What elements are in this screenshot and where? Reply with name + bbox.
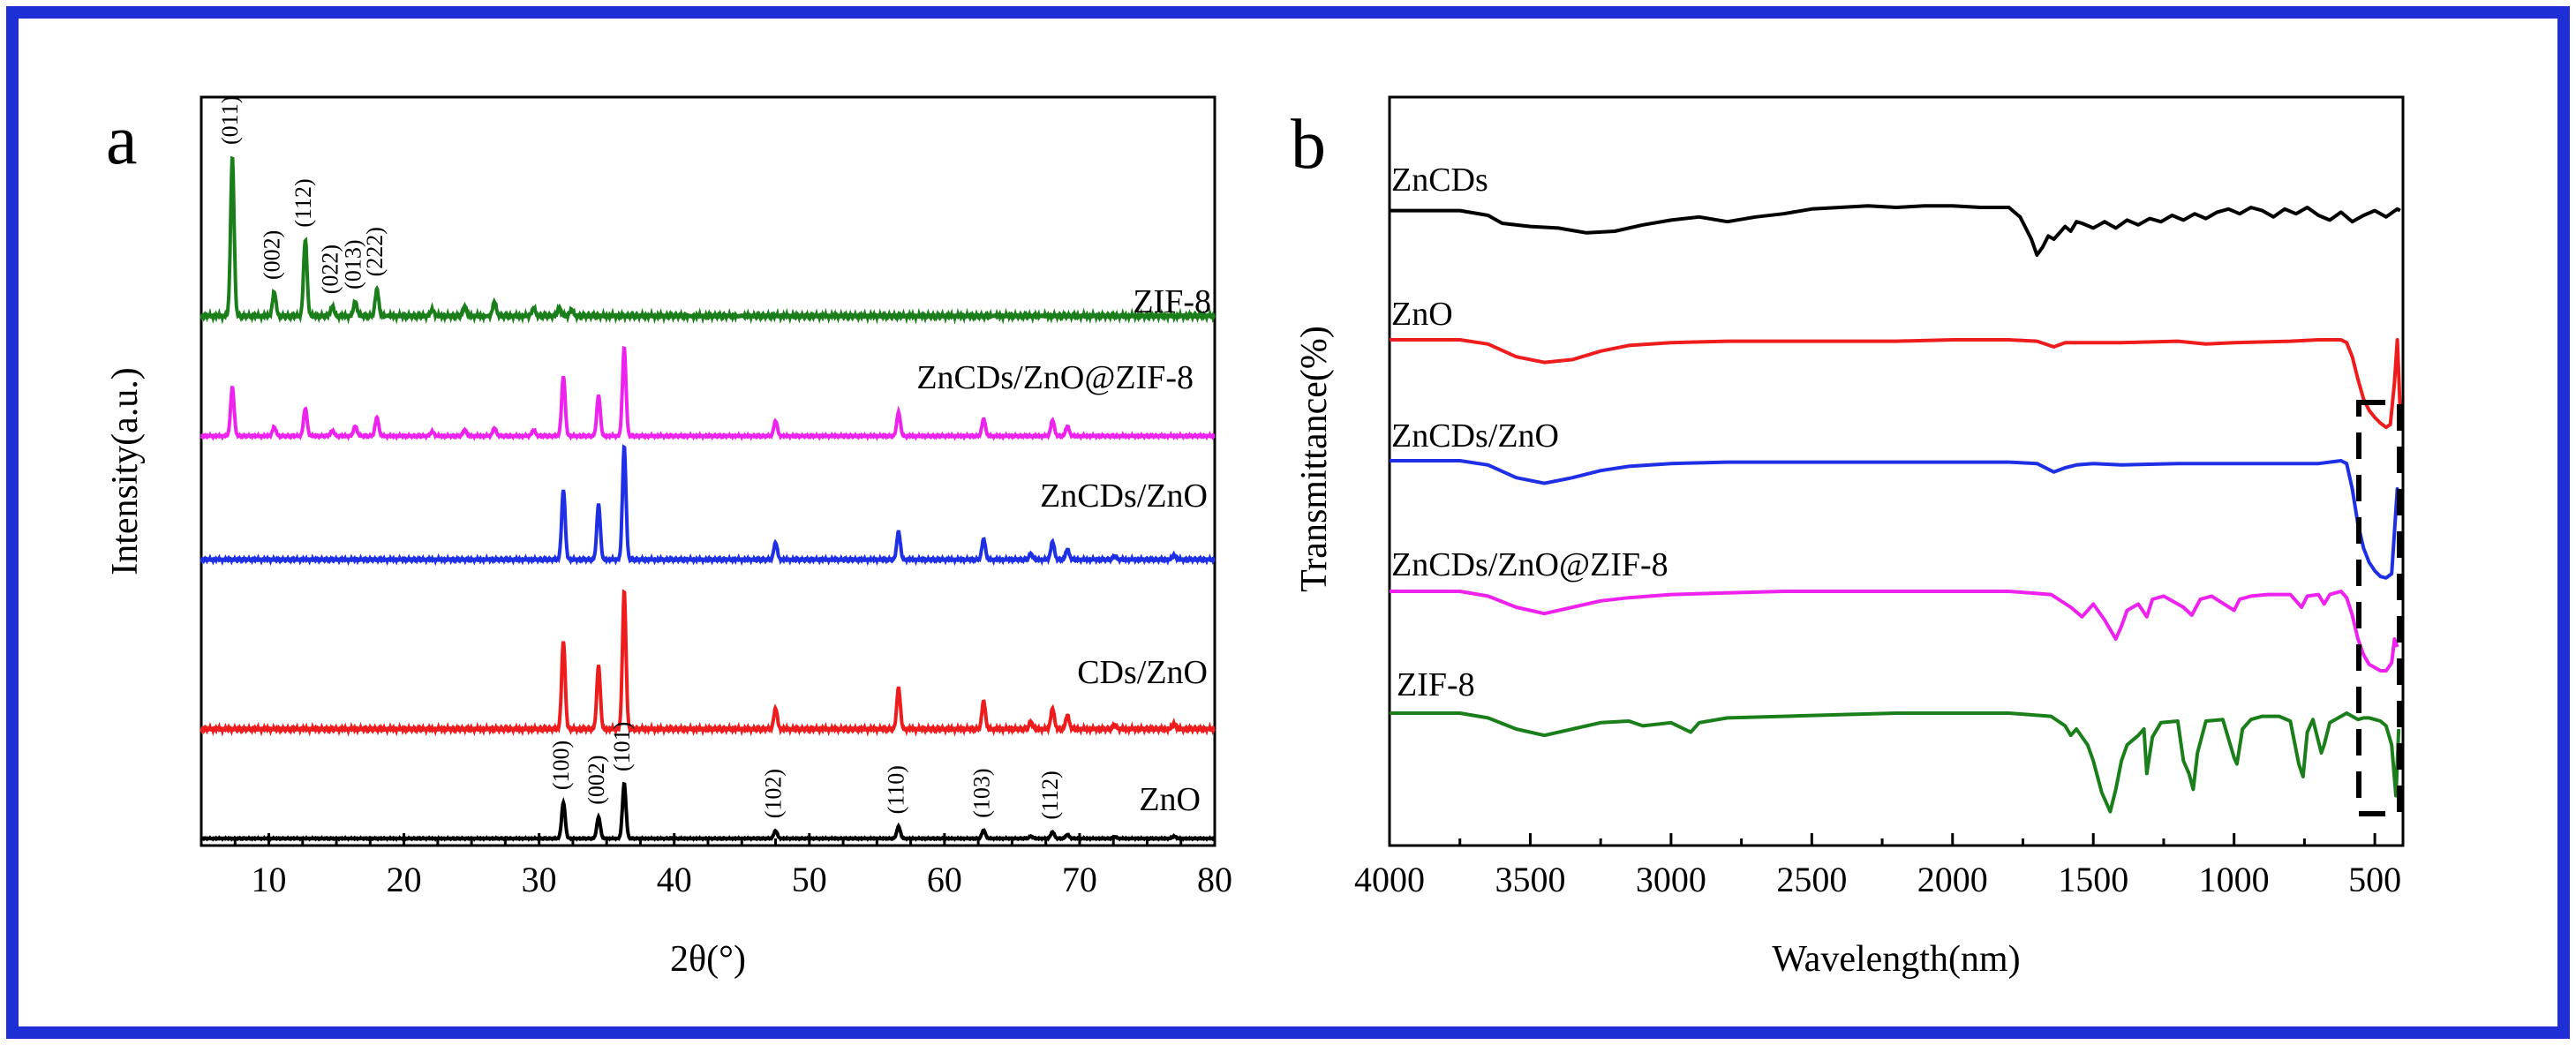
panel-b: b 4000 3500 3000 2500 2000 1500 1000 500 ZnCDsZ… bbox=[1291, 95, 2405, 980]
xrd-series-label: ZnCDs/ZnO bbox=[1040, 477, 1208, 515]
panel-a-series-labels: ZIF-8 ZnCDs/ZnO@ZIF-8 ZnCDs/ZnO CDs/ZnO ZnO bbox=[916, 283, 1211, 818]
x-tick-label: 30 bbox=[522, 860, 557, 899]
hkl-label: (102) bbox=[760, 769, 786, 818]
panel-b-traces bbox=[1390, 204, 2402, 814]
x-tick-label: 10 bbox=[252, 860, 287, 899]
panel-a-x-ticks: 10 20 30 40 50 60 70 80 bbox=[200, 833, 1232, 899]
panel-a-letter: a bbox=[106, 101, 138, 179]
panel-b-y-axis-title: Transmittance(%) bbox=[1294, 326, 1335, 592]
xrd-series-label: ZnO bbox=[1139, 781, 1201, 818]
x-tick-label: 20 bbox=[387, 860, 422, 899]
panel-b-letter: b bbox=[1291, 106, 1326, 184]
x-tick-label: 70 bbox=[1062, 860, 1097, 899]
ftir-series-label: ZIF-8 bbox=[1397, 666, 1475, 703]
xrd-series-label: CDs/ZnO bbox=[1077, 654, 1208, 691]
x-tick-label: 80 bbox=[1197, 860, 1232, 899]
hkl-label: (100) bbox=[548, 741, 574, 790]
ftir-series-zif-8 bbox=[1390, 711, 2401, 814]
hkl-label: (112) bbox=[290, 178, 316, 227]
panel-a-plot-area bbox=[200, 95, 1216, 847]
hkl-label: (103) bbox=[968, 768, 994, 817]
panel-b-series-labels: ZnCDs ZnO ZnCDs/ZnO ZnCDs/ZnO@ZIF-8 ZIF-8 bbox=[1391, 162, 1668, 703]
panel-b-plot-area bbox=[1388, 95, 2405, 847]
hkl-label: (022) bbox=[317, 244, 343, 294]
hkl-label: (002) bbox=[260, 230, 285, 280]
hkl-label: (222) bbox=[362, 227, 388, 276]
x-tick-label: 1000 bbox=[2199, 860, 2270, 899]
x-tick-label: 3000 bbox=[1636, 860, 1706, 899]
figure-border bbox=[6, 6, 2570, 1039]
hkl-label: (011) bbox=[217, 96, 243, 145]
xrd-series-cds-zno bbox=[200, 589, 1216, 737]
ftir-series-zno bbox=[1390, 338, 2402, 430]
hkl-label: (002) bbox=[584, 755, 609, 804]
panel-a: a 10 20 30 40 50 60 70 80 ZIF-8ZnCDs/ZnO@ZIF-8Z… bbox=[105, 95, 1232, 980]
panel-b-x-ticks: 4000 3500 3000 2500 2000 1500 1000 500 bbox=[1354, 833, 2401, 899]
panel-a-x-axis-title: 2θ(°) bbox=[670, 939, 746, 980]
x-tick-label: 3500 bbox=[1495, 860, 1565, 899]
ftir-series-label: ZnCDs/ZnO@ZIF-8 bbox=[1391, 546, 1668, 583]
ftir-series-label: ZnCDs bbox=[1391, 162, 1488, 199]
panel-b-dashed-box bbox=[2356, 400, 2402, 816]
panel-a-hkl-labels: (011)(002)(112)(022)(013)(222)(100) (002)… bbox=[217, 96, 1063, 820]
ftir-series-zncds-zno bbox=[1390, 459, 2402, 580]
x-tick-label: 2500 bbox=[1776, 860, 1847, 899]
xrd-series-zncds-zno-zif-8 bbox=[200, 345, 1216, 441]
x-tick-label: 2000 bbox=[1917, 860, 1988, 899]
x-tick-label: 4000 bbox=[1354, 860, 1425, 899]
x-tick-label: 500 bbox=[2348, 860, 2401, 899]
hkl-label: (112) bbox=[1037, 771, 1063, 819]
xrd-series-zif-8 bbox=[200, 155, 1216, 325]
hkl-label: (110) bbox=[884, 765, 909, 814]
xrd-series-label: ZnCDs/ZnO@ZIF-8 bbox=[916, 359, 1194, 396]
ftir-series-zncds-zno-zif-8 bbox=[1390, 590, 2399, 673]
xrd-series-label: ZIF-8 bbox=[1133, 283, 1211, 320]
ftir-series-zncds bbox=[1390, 204, 2401, 257]
ftir-series-label: ZnCDs/ZnO bbox=[1391, 417, 1559, 455]
panel-b-x-axis-title: Wavelength(nm) bbox=[1772, 939, 2020, 980]
x-tick-label: 1500 bbox=[2058, 860, 2128, 899]
ftir-series-label: ZnO bbox=[1391, 296, 1453, 333]
x-tick-label: 40 bbox=[657, 860, 692, 899]
hkl-label: (101) bbox=[609, 722, 635, 771]
x-tick-label: 50 bbox=[792, 860, 827, 899]
xrd-series-zncds-zno bbox=[200, 444, 1216, 567]
hkl-label: (013) bbox=[340, 239, 365, 289]
panel-a-y-axis-title: Intensity(a.u.) bbox=[105, 367, 146, 575]
x-tick-label: 60 bbox=[927, 860, 962, 899]
